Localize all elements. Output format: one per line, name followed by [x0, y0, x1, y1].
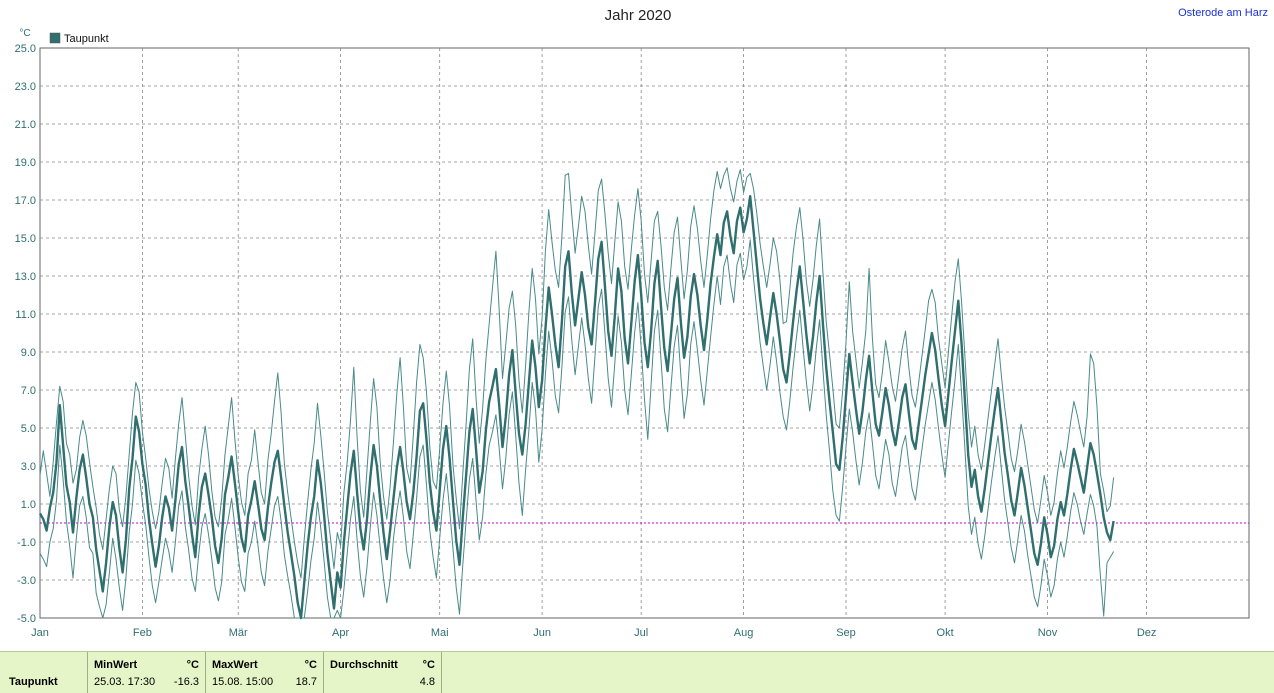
y-tick-label: 21.0 [15, 119, 36, 131]
avg-header: Durchschnitt [330, 659, 398, 671]
y-tick-label: -5.0 [17, 613, 36, 625]
y-tick-label: 3.0 [21, 461, 36, 473]
y-tick-label: -3.0 [17, 575, 36, 587]
grid [40, 48, 1249, 618]
y-tick-label: -1.0 [17, 537, 36, 549]
y-tick-label: 7.0 [21, 385, 36, 397]
series-line-mean [38, 194, 1115, 620]
x-tick-label: Okt [937, 627, 954, 639]
min-unit: °C [186, 659, 199, 671]
x-tick-label: Sep [836, 627, 856, 639]
x-tick-label: Jun [533, 627, 551, 639]
series-lines [38, 167, 1115, 620]
y-axis-unit: °C [19, 28, 30, 39]
chart-area: Jahr 2020 Osterode am Harz °C Taupunkt 2… [15, 7, 1268, 639]
footer-series-label: Taupunkt [9, 676, 58, 688]
y-tick-label: 17.0 [15, 195, 36, 207]
x-tick-label: Nov [1038, 627, 1058, 639]
x-tick-label: Feb [133, 627, 152, 639]
y-tick-label: 11.0 [15, 309, 36, 321]
footer-min-cell: MinWert °C 25.03. 17:30 -16.3 [88, 652, 206, 693]
y-tick-label: 1.0 [21, 499, 36, 511]
axes: 25.0 23.0 21.0 19.0 17.0 15.0 13.0 11.0 9.0 7.0 5.… [15, 43, 1157, 639]
max-time: 15.08. 15:00 [212, 676, 274, 688]
max-value: 18.7 [295, 676, 317, 688]
series-line-max [39, 167, 1115, 579]
y-tick-label: 15.0 [15, 233, 36, 245]
y-tick-label: 9.0 [21, 347, 36, 359]
footer-max-cell: MaxWert °C 15.08. 15:00 18.7 [206, 652, 324, 693]
min-time: 25.03. 17:30 [94, 676, 156, 688]
min-value: -16.3 [173, 676, 199, 688]
legend-swatch [49, 32, 61, 44]
chart-title: Jahr 2020 [605, 7, 672, 24]
x-tick-label: Aug [734, 627, 754, 639]
footer-label-cell [0, 652, 88, 693]
y-tick-label: 13.0 [15, 271, 36, 283]
footer-avg-cell: Durchschnitt °C 4.8 [324, 652, 442, 693]
avg-value: 4.8 [419, 676, 435, 688]
x-tick-label: Jul [634, 627, 648, 639]
x-tick-label: Mär [229, 627, 248, 639]
series-line-min [39, 239, 1115, 619]
x-tick-label: Mai [431, 627, 449, 639]
x-tick-label: Jan [31, 627, 49, 639]
legend-label: Taupunkt [64, 33, 109, 45]
x-tick-label: Apr [332, 627, 349, 639]
y-tick-label: 19.0 [15, 157, 36, 169]
min-header: MinWert [94, 659, 138, 671]
y-tick-label: 5.0 [21, 423, 36, 435]
y-tick-label: 23.0 [15, 81, 36, 93]
avg-unit: °C [422, 659, 435, 671]
location-label: Osterode am Harz [1178, 7, 1268, 19]
stats-footer: Taupunkt MinWert °C 25.03. 17:30 -16.3 M… [0, 651, 1274, 693]
max-header: MaxWert [212, 659, 258, 671]
y-tick-label: 25.0 [15, 43, 36, 55]
x-tick-label: Dez [1137, 627, 1157, 639]
max-unit: °C [304, 659, 317, 671]
